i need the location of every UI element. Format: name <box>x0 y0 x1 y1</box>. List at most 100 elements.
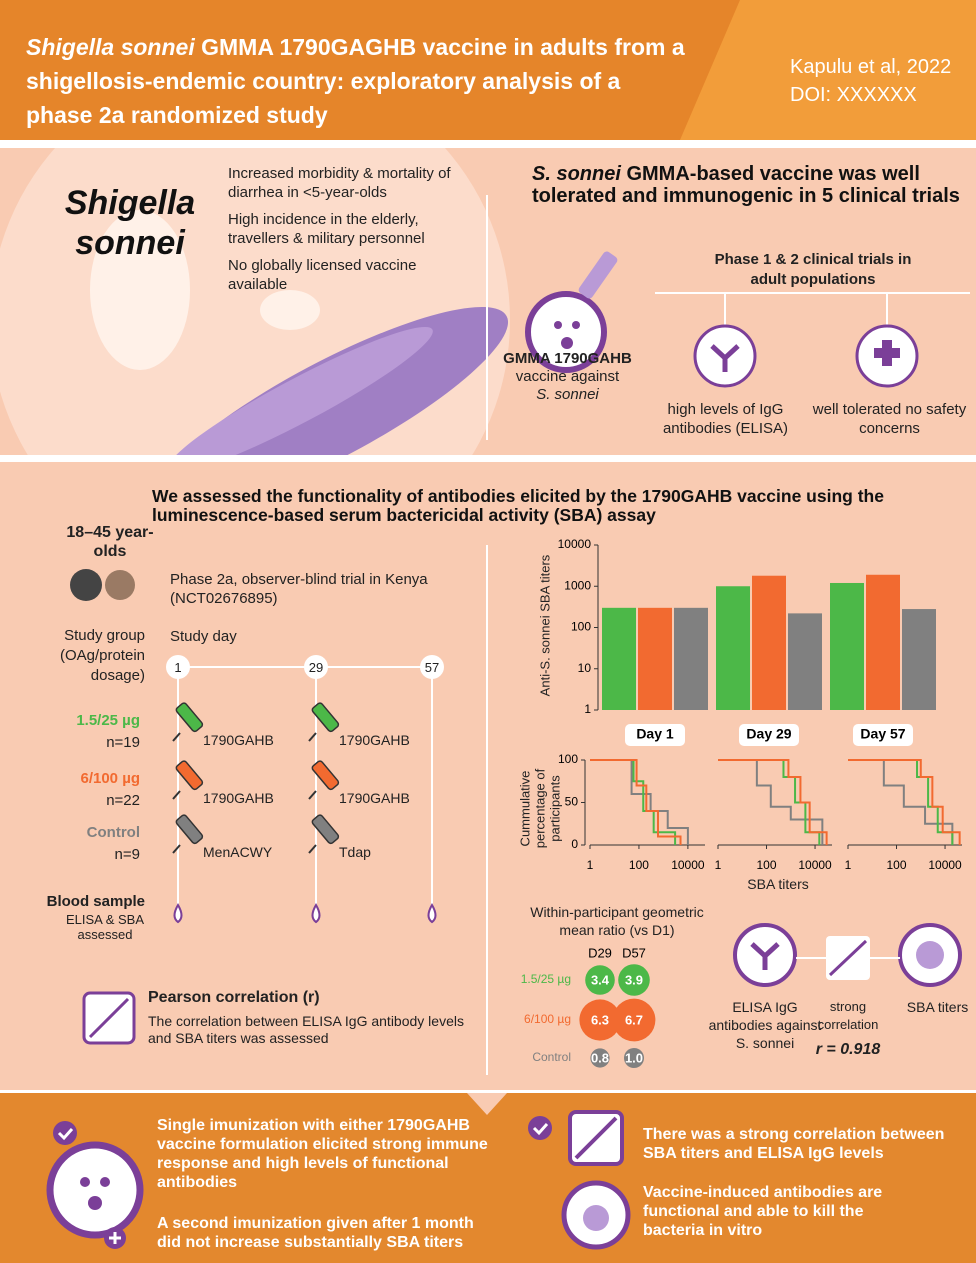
vaccine-target: S. sonnei <box>536 386 599 403</box>
heading-italic: S. sonnei <box>532 163 621 185</box>
sba-glyph <box>916 941 944 969</box>
continent <box>260 290 320 330</box>
category-box <box>625 724 685 746</box>
syringe-needle <box>172 732 181 742</box>
conclusion: There was a strong correlation between S… <box>643 1126 945 1162</box>
person-icon <box>70 569 102 601</box>
group-dose: 6/100 µg <box>80 770 140 787</box>
pearson-title: Pearson correlation (r) <box>148 989 320 1006</box>
check-glyph <box>57 1128 74 1141</box>
heading-text: GMMA-based vaccine was well tolerated an… <box>532 163 960 207</box>
gmr-circle <box>585 965 615 995</box>
syringe-needle <box>308 790 317 800</box>
gmr-value: 0.8 <box>591 1050 609 1065</box>
y-tick-label: 50 <box>565 795 579 809</box>
blood-desc: ELISA & SBA assessed <box>65 912 145 942</box>
vaccine: 1790GAHB <box>339 732 410 748</box>
gmr-column: D29 <box>588 945 612 960</box>
trial: Phase 2a, observer-blind trial in Kenya … <box>170 571 428 607</box>
bacterium-highlight <box>167 326 433 455</box>
group-n: n=22 <box>106 792 140 809</box>
fact: No globally licensed vaccine available <box>228 257 417 293</box>
bar <box>674 607 708 710</box>
x-tick-label: 100 <box>629 858 649 872</box>
safety-glyph <box>874 340 900 366</box>
gmr-value: 6.3 <box>591 1012 609 1027</box>
gmr-group: 1.5/25 µg <box>521 972 571 986</box>
category-label: Day 57 <box>860 726 905 742</box>
syringe-needle <box>308 732 317 742</box>
day-circle <box>304 655 328 679</box>
y-tick-label: 10000 <box>558 537 592 551</box>
vaccine: 1790GAHB <box>339 790 410 806</box>
continent <box>90 210 190 370</box>
x-tick-label: 10000 <box>671 858 705 872</box>
syringe-icon <box>578 251 618 299</box>
day: 57 <box>424 660 440 675</box>
bar <box>716 586 750 710</box>
vaccine-desc: vaccine against <box>515 368 620 385</box>
group-n: n=19 <box>106 734 140 751</box>
x-tick-label: 10000 <box>798 858 832 872</box>
gmr-circle <box>612 998 656 1042</box>
x-tick-label: 1 <box>845 858 852 872</box>
correlation-glyph <box>828 939 868 977</box>
y-tick-label: 1000 <box>564 578 591 592</box>
title-text: GMMA 1790GAGHB vaccine in adults from a … <box>26 34 685 128</box>
vaccine: MenACWY <box>203 844 273 860</box>
r-value: r = 0.918 <box>815 1041 881 1058</box>
gmma-icon-dot <box>554 321 562 329</box>
vaccine: 1790GAHB <box>203 732 274 748</box>
phase: Phase 1 & 2 clinical trials in adult pop… <box>714 251 912 288</box>
check-glyph <box>532 1123 549 1136</box>
antibody-glyph <box>750 942 780 970</box>
gmr-column: D57 <box>622 945 646 960</box>
y-tick-label: 100 <box>558 752 578 766</box>
bar <box>602 607 636 710</box>
gmr-value: 1.0 <box>625 1050 643 1065</box>
vaccine: Tdap <box>339 844 371 860</box>
gmr-group: 6/100 µg <box>524 1012 571 1026</box>
bacterium <box>151 306 509 455</box>
bar <box>752 575 786 710</box>
cumulative-curve <box>590 759 682 845</box>
result: well tolerated no safety concerns <box>812 401 967 437</box>
y-tick-label: 10 <box>578 661 592 675</box>
gmr-circle <box>590 1048 610 1068</box>
blood-drop <box>427 903 437 924</box>
category-box <box>739 724 799 746</box>
category-box <box>853 724 913 746</box>
y-tick-label: 1 <box>584 702 591 716</box>
facts: Increased morbidity & mortality of diarr… <box>228 164 478 294</box>
day-label: Study day <box>170 628 237 645</box>
person-icon <box>105 570 135 600</box>
gmma-icon-dot <box>561 337 573 349</box>
correlation-item: ELISA IgG antibodies against S. sonnei <box>708 999 822 1051</box>
day: 29 <box>308 660 324 675</box>
gmr-circle <box>579 999 621 1041</box>
title-italic: Shigella sonnei <box>26 34 195 60</box>
cum-y-label: Cummulative percentage of participants <box>517 768 563 849</box>
gmr-circle <box>624 1048 644 1068</box>
age: 18–45 year-olds <box>66 524 154 560</box>
gmma-icon-dot <box>80 1177 90 1187</box>
cum-x-label: SBA titers <box>747 876 809 892</box>
check-icon <box>53 1121 77 1145</box>
correlation-glyph <box>88 997 130 1039</box>
syringe <box>311 702 340 733</box>
group-n: n=9 <box>114 846 140 863</box>
syringe-needle <box>172 790 181 800</box>
gmma-icon-dot <box>572 321 580 329</box>
syringe <box>175 814 204 845</box>
syringe-needle <box>308 844 317 854</box>
bottom-panel <box>0 1093 976 1263</box>
gmr-group: Control <box>532 1050 571 1064</box>
vaccine-caption: GMMA 1790GAHB vaccine against S. sonnei <box>495 350 640 404</box>
bar <box>902 609 936 710</box>
category-label: Day 29 <box>746 726 791 742</box>
syringe-needle <box>172 844 181 854</box>
x-tick-label: 100 <box>887 858 907 872</box>
gmr-value: 3.4 <box>591 972 610 987</box>
bar <box>830 582 864 710</box>
